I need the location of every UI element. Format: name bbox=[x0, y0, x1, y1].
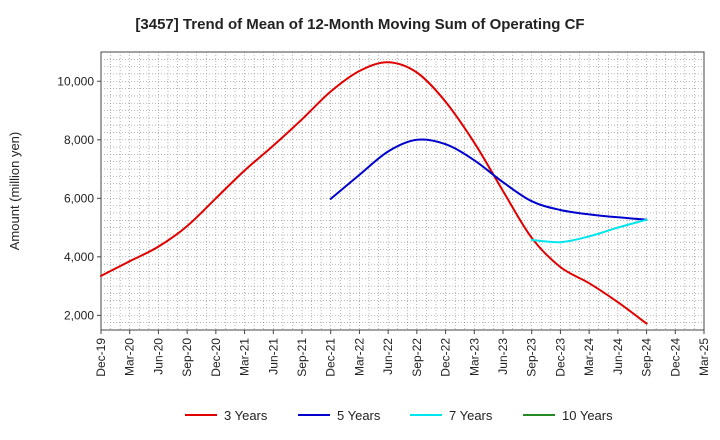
x-tick-label: Jun-24 bbox=[611, 338, 625, 375]
series-lines bbox=[100, 61, 648, 325]
x-tick-label: Dec-22 bbox=[439, 338, 453, 377]
x-tick-label: Mar-20 bbox=[123, 338, 137, 376]
plot-area bbox=[100, 51, 705, 331]
x-tick-label: Dec-24 bbox=[668, 338, 682, 377]
y-axis-title: Amount (million yen) bbox=[7, 132, 22, 251]
x-axis: Dec-19 Mar-20 Jun-20 Sep-20 Dec-20 Mar-21 Jun-… bbox=[94, 330, 711, 377]
x-tick-label: Mar-23 bbox=[467, 338, 481, 376]
legend-label-10-years: 10 Years bbox=[562, 408, 613, 423]
x-tick-label: Sep-21 bbox=[295, 338, 309, 377]
legend-label-3-years: 3 Years bbox=[224, 408, 268, 423]
x-tick-label: Sep-22 bbox=[410, 338, 424, 377]
x-tick-label: Jun-20 bbox=[151, 338, 165, 375]
series-line-3-years bbox=[100, 61, 648, 325]
x-tick-label: Sep-20 bbox=[180, 338, 194, 377]
x-tick-label: Mar-22 bbox=[352, 338, 366, 376]
x-tick-label: Dec-20 bbox=[209, 338, 223, 377]
y-tick-label: 6,000 bbox=[64, 191, 94, 205]
chart-title: [3457] Trend of Mean of 12-Month Moving … bbox=[135, 16, 585, 33]
legend-label-5-years: 5 Years bbox=[337, 408, 381, 423]
x-tick-label: Dec-21 bbox=[324, 338, 338, 377]
x-tick-label: Mar-25 bbox=[697, 338, 711, 376]
series-line-5-years bbox=[329, 138, 648, 221]
x-tick-label: Sep-24 bbox=[640, 338, 654, 377]
x-tick-label: Jun-23 bbox=[496, 338, 510, 375]
y-tick-label: 8,000 bbox=[64, 133, 94, 147]
y-tick-label: 4,000 bbox=[64, 250, 94, 264]
x-tick-label: Mar-21 bbox=[238, 338, 252, 376]
series-line-7-years bbox=[530, 218, 648, 244]
x-tick-label: Mar-24 bbox=[582, 338, 596, 376]
x-tick-label: Dec-23 bbox=[553, 338, 567, 377]
legend-label-7-years: 7 Years bbox=[449, 408, 493, 423]
x-tick-label: Jun-22 bbox=[381, 338, 395, 375]
legend: 3 Years 5 Years 7 Years 10 Years bbox=[185, 408, 613, 423]
grid bbox=[101, 52, 704, 330]
y-axis: 2,000 4,000 6,000 8,000 10,000 bbox=[57, 74, 101, 322]
x-tick-label: Sep-23 bbox=[525, 338, 539, 377]
x-tick-label: Dec-19 bbox=[94, 338, 108, 377]
y-tick-label: 2,000 bbox=[64, 308, 94, 322]
x-tick-label: Jun-21 bbox=[266, 338, 280, 375]
y-tick-label: 10,000 bbox=[57, 74, 94, 88]
